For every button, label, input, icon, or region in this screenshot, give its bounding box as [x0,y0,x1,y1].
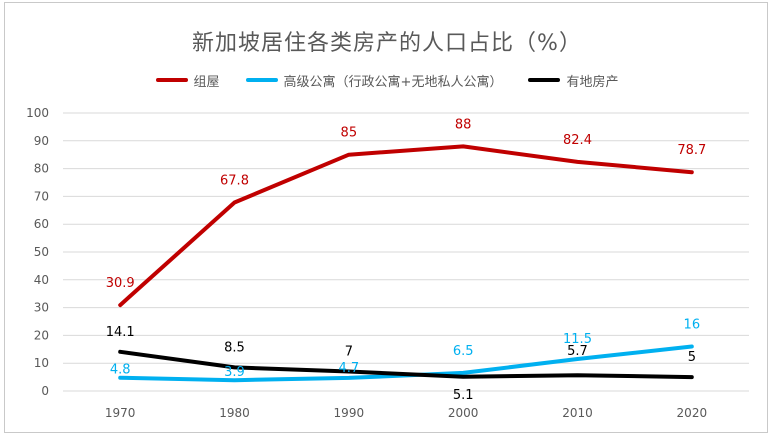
legend: 组屋 高级公寓（行政公寓+无地私人公寓） 有地房产 [5,69,769,91]
legend-swatch-landed-property [528,78,561,82]
y-tick-label-20: 20 [34,328,49,342]
y-tick-label-60: 60 [34,217,49,231]
data-label-condominium-1970: 4.8 [110,363,131,378]
chart-title: 新加坡居住各类房产的人口占比（%） [192,31,582,56]
data-label-landed-property-1990: 7 [345,345,353,360]
data-label-condominium-1990: 4.7 [338,361,359,376]
y-tick-label-30: 30 [34,301,49,315]
x-tick-label-1970: 1970 [105,406,136,420]
y-tick-label-10: 10 [34,356,49,370]
data-label-landed-property-1980: 8.5 [224,340,245,355]
line-chart-plot: 0 10 20 30 40 50 60 70 80 90 100 1970 1980 1990 2000 20… [26,106,749,420]
y-tick-label-40: 40 [34,273,49,287]
data-label-landed-property-2010: 5.7 [567,344,588,359]
legend-swatch-condominium [245,78,278,82]
y-tick-label-80: 80 [34,162,49,176]
legend-item-public-housing: 组屋 [155,71,220,90]
x-tick-label-2010: 2010 [562,406,593,420]
data-label-landed-property-1970: 14.1 [106,325,135,340]
x-tick-label-1980: 1980 [219,406,250,420]
data-label-condominium-2000: 6.5 [453,344,474,359]
x-tick-label-2020: 2020 [677,406,708,420]
y-tick-label-50: 50 [34,245,49,259]
legend-swatch-public-housing [155,78,188,82]
x-tick-label-1990: 1990 [334,406,365,420]
x-tick-label-2000: 2000 [448,406,479,420]
data-label-landed-property-2000: 5.1 [453,388,474,403]
legend-label-landed-property: 有地房产 [566,74,619,90]
data-label-landed-property-2020: 5 [688,350,696,365]
y-tick-label-100: 100 [26,106,49,120]
y-tick-label-0: 0 [41,384,49,398]
y-tick-label-90: 90 [34,134,49,148]
series-line-landed-property [118,349,694,380]
legend-label-public-housing: 组屋 [193,74,220,90]
data-label-condominium-1980: 3.9 [224,365,245,380]
data-label-public-housing-2000: 88 [455,117,472,132]
data-label-public-housing-1970: 30.9 [106,276,135,291]
y-tick-label-70: 70 [34,189,49,203]
data-label-condominium-2020: 16 [684,318,701,333]
data-label-public-housing-1990: 85 [341,126,358,141]
data-label-public-housing-1980: 67.8 [220,174,249,189]
data-label-public-housing-2010: 82.4 [563,133,592,148]
legend-item-landed-property: 有地房产 [528,71,618,90]
chart-frame: 新加坡居住各类房产的人口占比（%） 组屋 高级公寓（行政公寓+无地私人公寓） 有… [4,2,768,433]
legend-label-condominium: 高级公寓（行政公寓+无地私人公寓） [283,74,503,90]
data-label-public-housing-2020: 78.7 [677,143,706,158]
legend-item-condominium: 高级公寓（行政公寓+无地私人公寓） [245,71,503,90]
data-label-condominium-2010: 11.5 [563,332,592,347]
series-line-public-housing [118,144,694,308]
